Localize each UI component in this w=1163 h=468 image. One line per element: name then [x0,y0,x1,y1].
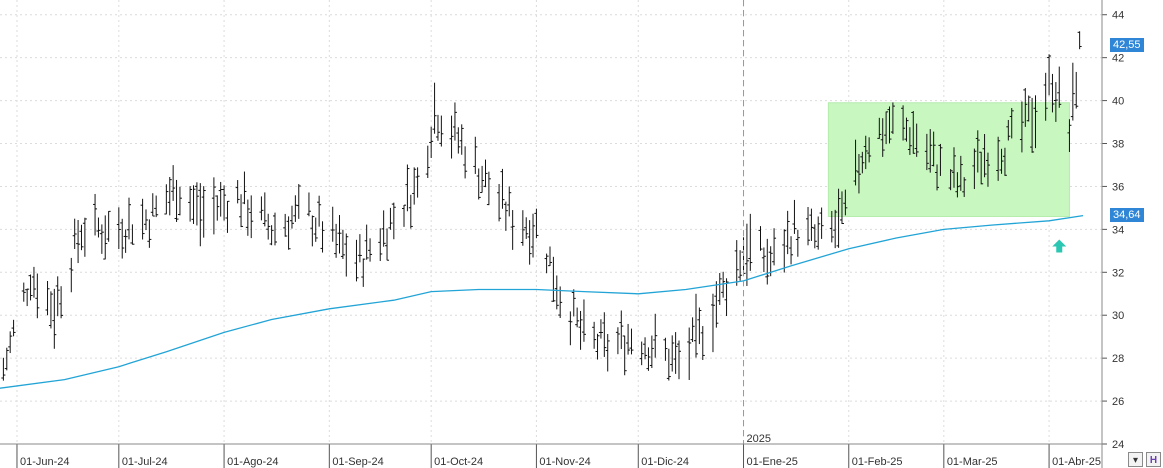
x-tick-label: 01-Jul-24 [122,456,168,468]
y-tick-label: 26 [1112,396,1124,408]
last-price-badge: 42,55 [1110,37,1144,52]
x-tick-label: 01-Dic-24 [641,456,689,468]
y-axis: 24 26 28 30 32 34 36 38 40 42 44 [1102,10,1124,451]
moving-average-badge: 34,64 [1110,207,1144,222]
h-icon[interactable]: H [1146,452,1161,467]
y-tick-label: 44 [1112,10,1124,22]
y-tick-label: 32 [1112,267,1124,279]
chart-controls: ▾ H [1128,452,1161,467]
up-arrow-icon [1052,239,1067,253]
year-label: 2025 [747,433,771,445]
x-tick-label: 01-Ago-24 [227,456,278,468]
x-tick-label: 01-Mar-25 [947,456,998,468]
x-tick-label: 01-Nov-24 [539,456,590,468]
x-tick-label: 01-Abr-25 [1052,456,1101,468]
up-arrow-shape [1052,239,1067,253]
highlight-zone [827,102,1070,217]
x-tick-label: 01-Jun-24 [20,456,70,468]
x-tick-label: 01-Sep-24 [332,456,383,468]
y-tick-label: 42 [1112,53,1124,65]
y-tick-label: 40 [1112,96,1124,108]
ohlc-bars [1,31,1082,381]
y-tick-label: 28 [1112,353,1124,365]
moving-average-line [0,214,1084,389]
y-tick-label: 38 [1112,139,1124,151]
x-tick-label: 01-Ene-25 [747,456,798,468]
y-tick-label: 24 [1112,439,1124,451]
x-tick-label: 01-Feb-25 [852,456,903,468]
y-tick-label: 36 [1112,181,1124,193]
grid [0,0,1102,445]
dropdown-icon[interactable]: ▾ [1128,452,1143,467]
x-tick-label: 01-Oct-24 [434,456,483,468]
x-axis: 01-Jun-24 01-Jul-24 01-Ago-24 01-Sep-24 01-O… [16,444,1101,468]
y-tick-label: 30 [1112,310,1124,322]
y-tick-label: 34 [1112,224,1124,236]
